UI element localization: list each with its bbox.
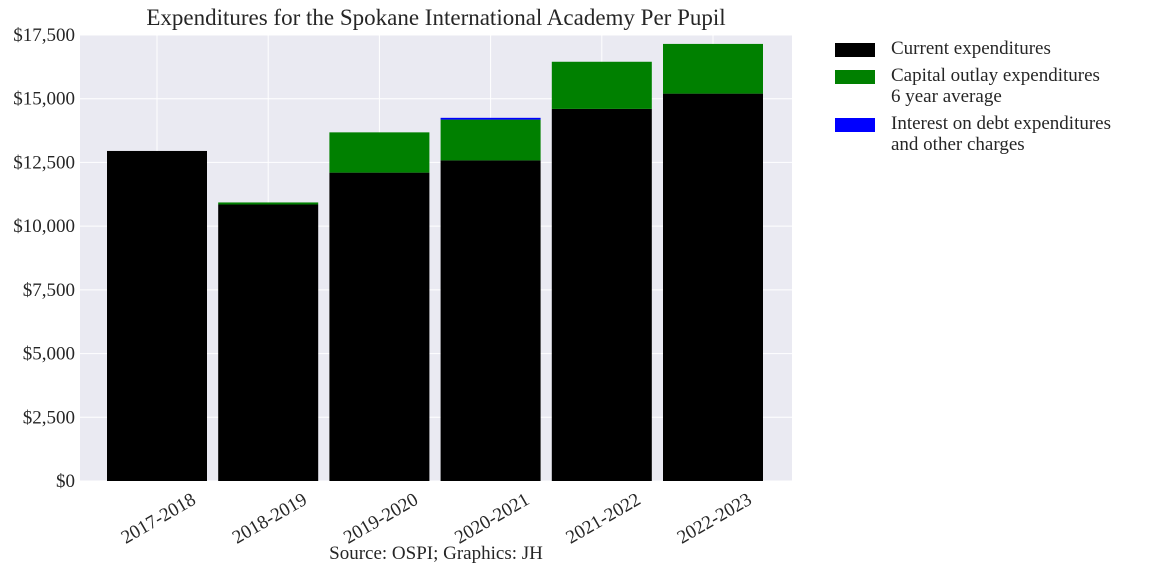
y-tick-label: $7,500 <box>23 280 75 301</box>
bars <box>107 43 763 482</box>
bar-2019-2020-series-1 <box>329 132 430 173</box>
x-tick-label: 2019-2020 <box>340 489 422 548</box>
x-tick-label: 2018-2019 <box>229 489 311 548</box>
bar-2018-2019-series-0 <box>218 204 319 482</box>
bar-2022-2023-series-0 <box>663 93 763 482</box>
bar-2017-2018-series-0 <box>107 150 207 481</box>
legend-label-interest: Interest on debt expenditures and other … <box>891 113 1112 155</box>
legend-item-interest: Interest on debt expenditures and other … <box>835 113 1111 155</box>
y-tick-label: $5,000 <box>23 344 75 365</box>
y-tick-label: $10,000 <box>13 216 75 237</box>
bar-2019-2020-series-0 <box>329 172 430 481</box>
legend-label-capital-outlay: Capital outlay expenditures 6 year avera… <box>891 65 1100 107</box>
legend-label-current: Current expenditures <box>891 38 1051 59</box>
chart-title: Expenditures for the Spokane Internation… <box>146 5 726 30</box>
bar-2021-2022-series-1 <box>551 61 652 109</box>
y-tick-label: $2,500 <box>23 407 75 428</box>
bar-2020-2021-series-2 <box>440 117 541 120</box>
legend-item-capital-outlay: Capital outlay expenditures 6 year avera… <box>835 65 1111 107</box>
x-tick-label: 2022-2023 <box>674 489 756 548</box>
y-tick-label: $15,000 <box>13 89 75 110</box>
legend-item-current: Current expenditures <box>835 38 1111 59</box>
x-tick-label: 2021-2022 <box>563 489 645 548</box>
legend-swatch-current <box>835 43 875 57</box>
x-axis-ticks: 2017-2018 2018-2019 2019-2020 2020-2021 2021… <box>118 489 756 548</box>
bar-2020-2021-series-1 <box>440 119 541 161</box>
y-tick-label: $0 <box>56 471 75 492</box>
x-axis-label: Source: OSPI; Graphics: JH <box>329 543 543 564</box>
bar-2018-2019-series-1 <box>218 202 319 205</box>
y-tick-label: $17,500 <box>13 25 75 46</box>
legend: Current expenditures Capital outlay expe… <box>835 38 1111 161</box>
legend-swatch-capital-outlay <box>835 70 875 84</box>
bar-2021-2022-series-0 <box>551 108 652 481</box>
bar-2020-2021-series-0 <box>440 160 541 481</box>
x-tick-label: 2017-2018 <box>118 489 200 548</box>
bar-2022-2023-series-1 <box>663 43 763 94</box>
y-axis-ticks: $0 $2,500 $5,000 $7,500 $10,000 $12,500 $15,00… <box>13 25 75 492</box>
legend-swatch-interest <box>835 118 875 132</box>
y-tick-label: $12,500 <box>13 152 75 173</box>
x-tick-label: 2020-2021 <box>451 489 533 548</box>
